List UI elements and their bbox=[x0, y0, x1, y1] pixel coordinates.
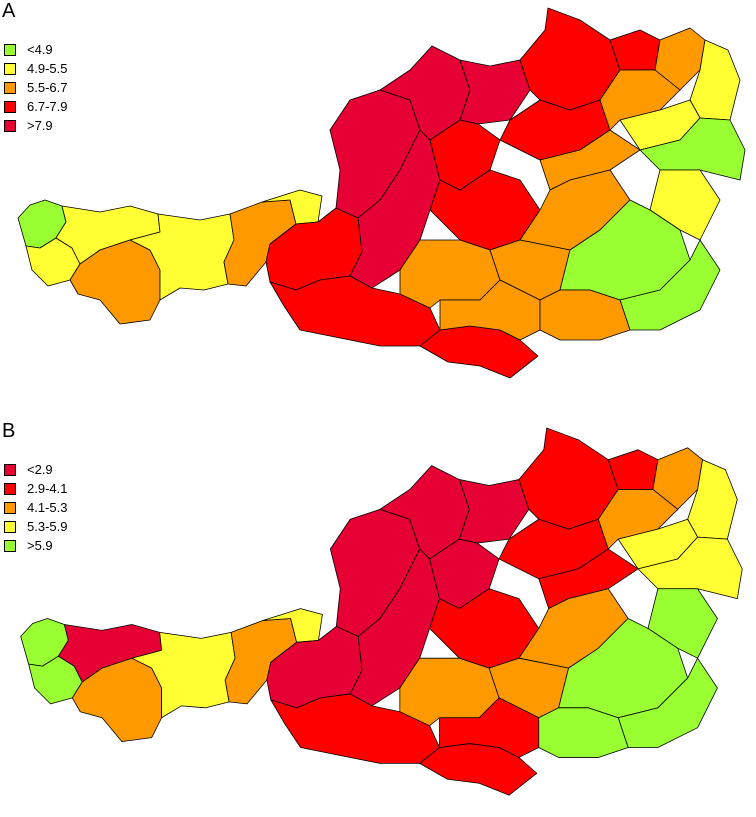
legend-swatch bbox=[4, 43, 16, 56]
district bbox=[599, 69, 681, 131]
legend-swatch bbox=[4, 463, 16, 476]
legend: <2.9 2.9-4.1 4.1-5.3 5.3-5.9 >5.9 bbox=[4, 460, 67, 555]
legend-label: <2.9 bbox=[27, 462, 53, 477]
panel-label: A bbox=[2, 0, 16, 22]
austria-district-map-a bbox=[17, 7, 746, 379]
district bbox=[439, 697, 540, 758]
map-panel-a: A <4.9 4.9-5.5 5.5-6.7 6.7-7.9 >7.9 bbox=[0, 0, 756, 400]
legend-label: <4.9 bbox=[27, 42, 53, 57]
district bbox=[270, 693, 440, 764]
district bbox=[71, 657, 163, 742]
legend-item: 5.5-6.7 bbox=[4, 78, 67, 97]
legend-item: 6.7-7.9 bbox=[4, 97, 67, 116]
legend-label: >7.9 bbox=[27, 118, 53, 133]
legend-item: >7.9 bbox=[4, 116, 67, 135]
legend-label: 5.3-5.9 bbox=[27, 519, 68, 534]
legend-swatch bbox=[4, 62, 16, 75]
legend-item: <2.9 bbox=[4, 460, 67, 479]
district bbox=[439, 279, 541, 341]
district bbox=[69, 239, 161, 325]
legend-item: 2.9-4.1 bbox=[4, 479, 67, 498]
austria-district-map-b bbox=[20, 427, 743, 796]
legend-swatch bbox=[4, 501, 16, 514]
legend-swatch bbox=[4, 81, 16, 94]
district bbox=[619, 239, 721, 331]
legend-item: 4.9-5.5 bbox=[4, 59, 67, 78]
legend-item: >5.9 bbox=[4, 536, 67, 555]
legend-swatch bbox=[4, 520, 16, 533]
legend-swatch bbox=[4, 100, 16, 113]
map-panel-b: B <2.9 2.9-4.1 4.1-5.3 5.3-5.9 >5.9 bbox=[0, 420, 756, 817]
legend-item: 4.1-5.3 bbox=[4, 498, 67, 517]
legend-swatch bbox=[4, 119, 16, 132]
legend-label: 5.5-6.7 bbox=[27, 80, 68, 95]
legend-label: 4.1-5.3 bbox=[27, 500, 68, 515]
legend-label: 6.7-7.9 bbox=[27, 99, 68, 114]
legend-label: >5.9 bbox=[27, 538, 53, 553]
legend-swatch bbox=[4, 482, 16, 495]
legend-label: 4.9-5.5 bbox=[27, 61, 68, 76]
legend-label: 2.9-4.1 bbox=[27, 481, 68, 496]
legend: <4.9 4.9-5.5 5.5-6.7 6.7-7.9 >7.9 bbox=[4, 40, 67, 135]
panel-label: B bbox=[2, 420, 16, 442]
legend-item: 5.3-5.9 bbox=[4, 517, 67, 536]
legend-item: <4.9 bbox=[4, 40, 67, 59]
district bbox=[617, 657, 718, 748]
legend-swatch bbox=[4, 539, 16, 552]
district bbox=[539, 289, 631, 341]
district bbox=[269, 275, 441, 347]
district bbox=[538, 707, 629, 758]
district bbox=[597, 489, 679, 550]
